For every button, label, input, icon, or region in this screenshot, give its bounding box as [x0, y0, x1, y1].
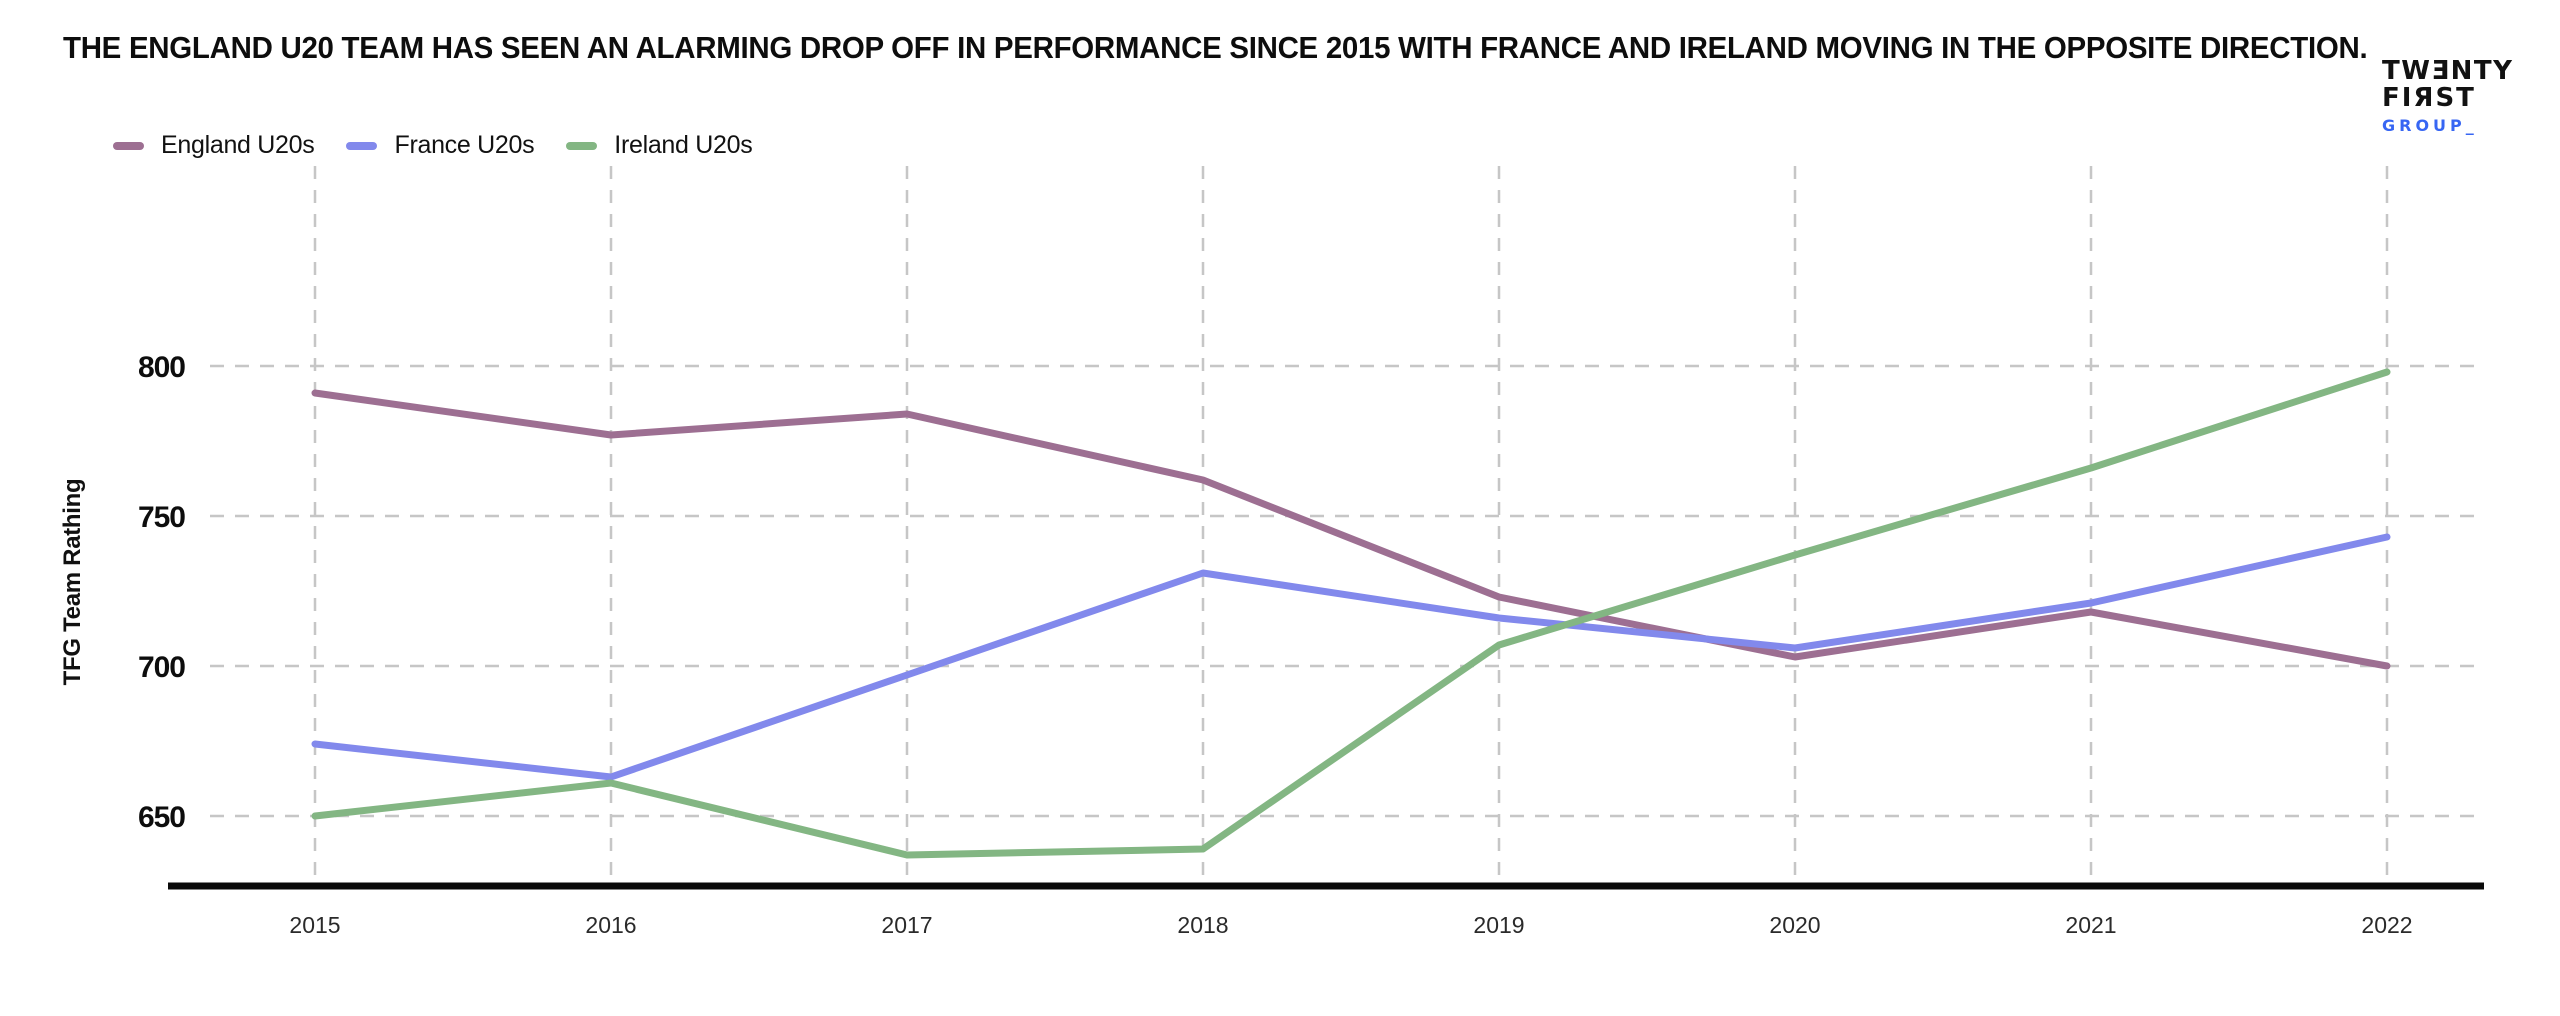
y-tick-label-650: 650 — [138, 801, 185, 834]
logo-word-first: FIЯST — [2382, 83, 2476, 114]
x-tick-label-2015: 2015 — [289, 912, 340, 938]
legend-swatch-ireland — [566, 141, 598, 150]
x-tick-label-2019: 2019 — [1473, 912, 1524, 938]
series-line-england-u20s — [311, 389, 2391, 670]
x-tick-label-2018: 2018 — [1177, 912, 1228, 938]
logo-word-twenty: TWƎNTY — [2382, 56, 2514, 86]
legend-label-england: England U20s — [161, 131, 315, 159]
x-tick-label-2017: 2017 — [881, 912, 932, 938]
series-line-ireland-u20s — [311, 368, 2391, 859]
series-line-france-u20s — [311, 533, 2391, 781]
y-tick-label-750: 750 — [138, 501, 185, 534]
legend-item-england: England U20s — [113, 131, 315, 160]
chart-title: THE ENGLAND U20 TEAM HAS SEEN AN ALARMIN… — [63, 30, 2368, 65]
y-tick-label-800: 800 — [138, 351, 185, 384]
x-tick-label-2021: 2021 — [2065, 912, 2116, 938]
legend-item-ireland: Ireland U20s — [566, 131, 753, 160]
x-tick-label-2016: 2016 — [585, 912, 636, 938]
legend-label-ireland: Ireland U20s — [614, 131, 753, 159]
legend-item-france: France U20s — [346, 131, 535, 160]
legend-swatch-france — [346, 141, 378, 150]
x-axis-line — [168, 882, 2484, 890]
y-tick-label-700: 700 — [138, 651, 185, 684]
logo-word-group: GROUP_ — [2382, 115, 2478, 135]
twenty-first-group-logo: TWƎNTY FIЯST GROUP_ — [2382, 56, 2542, 135]
x-tick-label-2020: 2020 — [1769, 912, 1820, 938]
legend-swatch-england — [113, 141, 144, 150]
chart-legend: England U20s France U20s Ireland U20s — [113, 131, 753, 160]
legend-label-france: France U20s — [394, 131, 535, 159]
x-tick-label-2022: 2022 — [2361, 912, 2412, 938]
